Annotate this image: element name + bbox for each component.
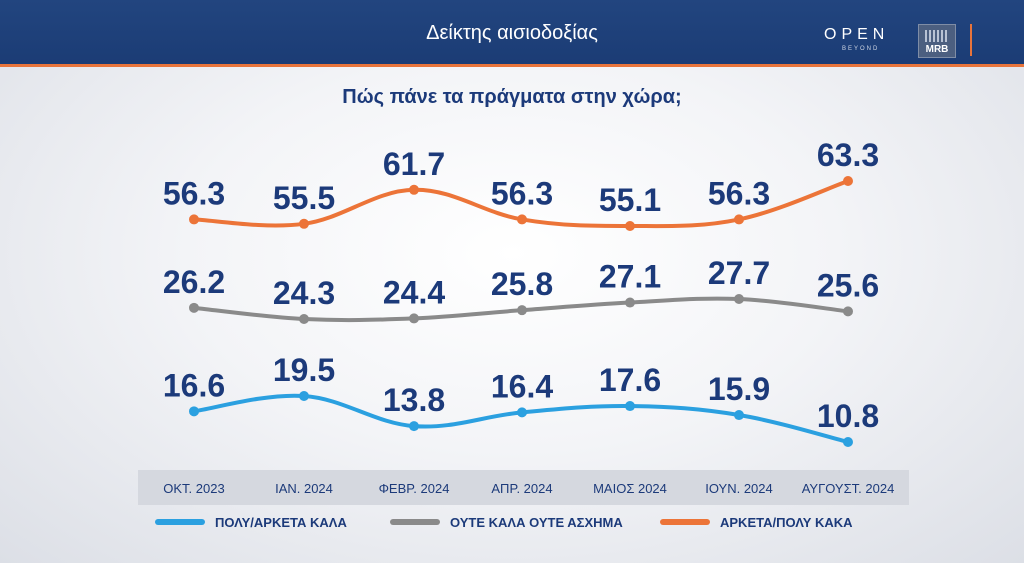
data-point-1-6 [843,306,853,317]
data-label-0-5: 56.3 [708,175,770,211]
legend-swatch-2 [660,519,710,525]
data-label-0-4: 55.1 [599,182,661,218]
open-logo: OPEN [824,26,890,43]
header-accent-bar [970,24,972,56]
data-label-1-6: 25.6 [817,267,879,303]
data-label-1-5: 27.7 [708,255,770,291]
x-tick-label-0: ΟΚΤ. 2023 [163,481,224,496]
data-label-1-1: 24.3 [273,275,335,311]
data-label-2-1: 19.5 [273,352,335,388]
mrb-logo-bars [925,30,949,42]
data-label-0-6: 63.3 [817,137,879,173]
data-point-2-1 [299,391,309,401]
data-point-2-0 [189,406,199,417]
x-tick-label-5: ΙΟΥΝ. 2024 [705,481,773,496]
data-point-2-2 [409,421,419,432]
data-label-2-3: 16.4 [491,368,553,404]
legend-swatch-1 [390,519,440,525]
data-point-1-0 [189,302,199,313]
data-point-2-3 [517,407,527,418]
data-point-2-5 [734,410,744,421]
chart-title: Πώς πάνε τα πράγματα στην χώρα; [342,86,682,108]
legend-item-2: ΑΡΚΕΤΑ/ΠΟΛΥ ΚΑΚΑ [660,512,853,532]
data-point-0-0 [189,214,199,225]
open-logo-subtitle: BEYOND [842,46,880,52]
data-point-1-2 [409,313,419,324]
data-label-0-0: 56.3 [163,175,225,211]
data-point-0-6 [843,176,853,186]
data-label-0-1: 55.5 [273,180,335,216]
legend-swatch-0 [155,519,205,525]
x-tick-label-4: ΜΑΙΟΣ 2024 [593,481,667,496]
data-label-0-3: 56.3 [491,175,553,211]
x-tick-label-3: ΑΠΡ. 2024 [491,481,552,496]
data-point-0-1 [299,218,309,229]
data-point-1-3 [517,305,527,316]
data-point-1-5 [734,294,744,304]
x-tick-label-2: ΦΕΒΡ. 2024 [379,481,450,496]
data-label-1-0: 26.2 [163,264,225,300]
data-point-2-6 [843,437,853,447]
data-label-0-2: 61.7 [383,146,445,182]
data-point-1-4 [625,297,635,308]
legend-label-0: ΠΟΛΥ/ΑΡΚΕΤΑ ΚΑΛΑ [215,514,347,530]
data-point-1-1 [299,314,309,324]
data-point-0-2 [409,184,419,195]
data-label-2-5: 15.9 [708,371,770,407]
mrb-logo: MRB [918,24,956,58]
legend-item-1: ΟΥΤΕ ΚΑΛΑ ΟΥΤΕ ΑΣΧΗΜΑ [390,512,623,532]
data-label-1-3: 25.8 [491,266,553,302]
data-label-2-0: 16.6 [163,367,225,403]
data-label-1-4: 27.1 [599,259,661,295]
legend-label-1: ΟΥΤΕ ΚΑΛΑ ΟΥΤΕ ΑΣΧΗΜΑ [450,514,623,530]
x-axis-band [138,470,909,505]
mrb-logo-text: MRB [925,44,949,55]
data-point-0-4 [625,221,635,231]
data-label-2-6: 10.8 [817,398,879,434]
data-point-2-4 [625,401,635,412]
header-bar: Δείκτης αισιοδοξίας OPEN BEYOND MRB [0,0,1024,64]
data-label-2-2: 13.8 [383,382,445,418]
data-label-2-4: 17.6 [599,362,661,398]
x-tick-label-1: ΙΑΝ. 2024 [275,481,333,496]
data-label-1-2: 24.4 [383,274,445,310]
data-point-0-3 [517,214,527,225]
legend-label-2: ΑΡΚΕΤΑ/ΠΟΛΥ ΚΑΚΑ [720,514,853,530]
data-point-0-5 [734,214,744,225]
header-title: Δείκτης αισιοδοξίας [426,22,598,44]
x-tick-label-6: ΑΥΓΟΥΣΤ. 2024 [802,481,895,496]
header-underline [0,64,1024,67]
legend-item-0: ΠΟΛΥ/ΑΡΚΕΤΑ ΚΑΛΑ [155,512,347,532]
